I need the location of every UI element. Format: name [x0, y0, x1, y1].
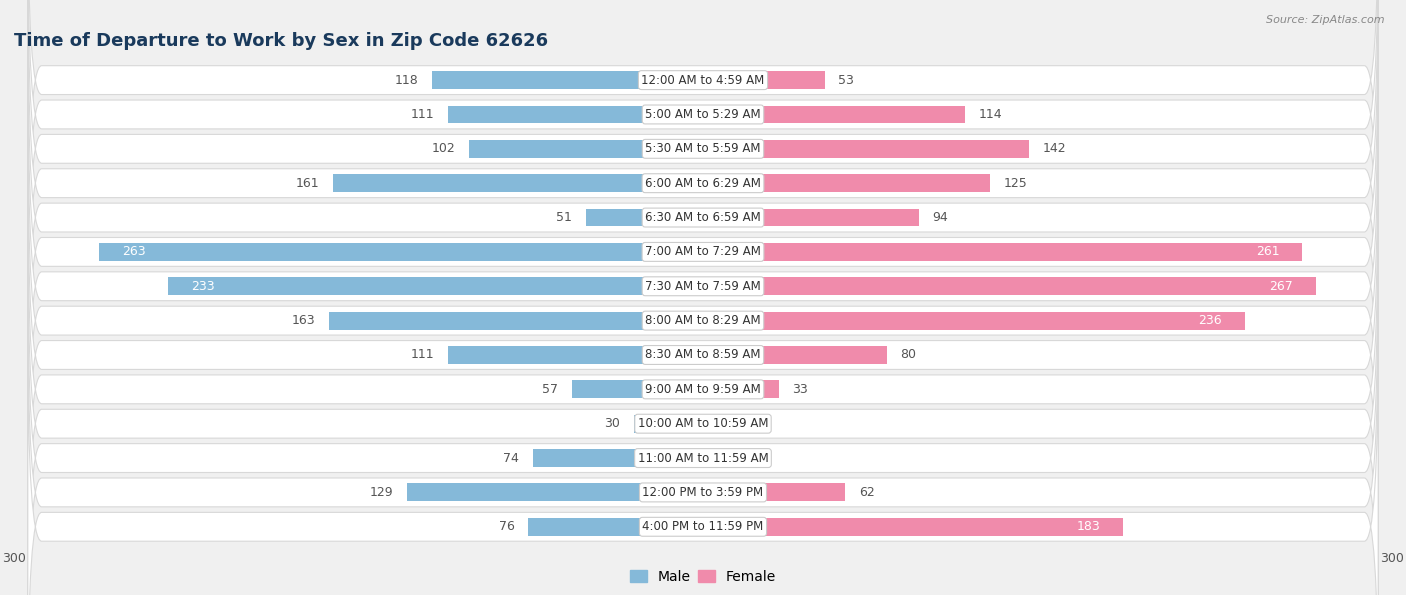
Bar	[703, 105, 965, 123]
Bar	[703, 312, 1244, 330]
Text: 4:00 PM to 11:59 PM: 4:00 PM to 11:59 PM	[643, 520, 763, 533]
Bar	[167, 277, 703, 295]
Text: 125: 125	[1004, 177, 1028, 190]
FancyBboxPatch shape	[28, 163, 1378, 547]
Text: 236: 236	[1198, 314, 1222, 327]
Text: 10:00 AM to 10:59 AM: 10:00 AM to 10:59 AM	[638, 417, 768, 430]
Bar	[703, 518, 1123, 536]
Bar	[703, 415, 710, 433]
Text: 11:00 AM to 11:59 AM: 11:00 AM to 11:59 AM	[638, 452, 768, 465]
FancyBboxPatch shape	[28, 95, 1378, 478]
Bar	[586, 209, 703, 227]
Text: 76: 76	[499, 520, 515, 533]
Text: 111: 111	[411, 349, 434, 362]
FancyBboxPatch shape	[28, 26, 1378, 409]
Text: 111: 111	[411, 108, 434, 121]
Text: 114: 114	[979, 108, 1002, 121]
FancyBboxPatch shape	[28, 300, 1378, 595]
Bar	[703, 71, 825, 89]
Bar	[703, 380, 779, 398]
Bar	[468, 140, 703, 158]
Bar	[529, 518, 703, 536]
Text: Time of Departure to Work by Sex in Zip Code 62626: Time of Departure to Work by Sex in Zip …	[14, 32, 548, 49]
Bar	[449, 105, 703, 123]
Text: 7:30 AM to 7:59 AM: 7:30 AM to 7:59 AM	[645, 280, 761, 293]
Bar	[703, 140, 1029, 158]
Text: 17: 17	[756, 452, 772, 465]
Text: 161: 161	[295, 177, 319, 190]
Legend: Male, Female: Male, Female	[624, 564, 782, 589]
Bar	[703, 277, 1316, 295]
Bar	[703, 209, 920, 227]
Text: 30: 30	[605, 417, 620, 430]
Text: 7:00 AM to 7:29 AM: 7:00 AM to 7:29 AM	[645, 245, 761, 258]
Text: 57: 57	[543, 383, 558, 396]
FancyBboxPatch shape	[28, 129, 1378, 512]
Text: 142: 142	[1043, 142, 1067, 155]
Bar	[703, 174, 990, 192]
Bar	[333, 174, 703, 192]
Bar	[449, 346, 703, 364]
Text: 62: 62	[859, 486, 875, 499]
Text: 6:00 AM to 6:29 AM: 6:00 AM to 6:29 AM	[645, 177, 761, 190]
Bar	[98, 243, 703, 261]
Text: 129: 129	[370, 486, 392, 499]
Text: Source: ZipAtlas.com: Source: ZipAtlas.com	[1267, 15, 1385, 25]
Text: 9:00 AM to 9:59 AM: 9:00 AM to 9:59 AM	[645, 383, 761, 396]
Text: 94: 94	[932, 211, 949, 224]
Bar	[703, 346, 887, 364]
Bar	[703, 484, 845, 502]
FancyBboxPatch shape	[28, 0, 1378, 375]
Bar	[533, 449, 703, 467]
FancyBboxPatch shape	[28, 0, 1378, 340]
Text: 263: 263	[122, 245, 146, 258]
Text: 5:00 AM to 5:29 AM: 5:00 AM to 5:29 AM	[645, 108, 761, 121]
Text: 33: 33	[793, 383, 808, 396]
FancyBboxPatch shape	[28, 198, 1378, 581]
FancyBboxPatch shape	[28, 0, 1378, 306]
Text: 102: 102	[432, 142, 456, 155]
Text: 261: 261	[1256, 245, 1279, 258]
Text: 5:30 AM to 5:59 AM: 5:30 AM to 5:59 AM	[645, 142, 761, 155]
Text: 51: 51	[557, 211, 572, 224]
Bar	[329, 312, 703, 330]
Bar	[634, 415, 703, 433]
Text: 8:00 AM to 8:29 AM: 8:00 AM to 8:29 AM	[645, 314, 761, 327]
FancyBboxPatch shape	[28, 335, 1378, 595]
Bar	[432, 71, 703, 89]
Bar	[703, 449, 742, 467]
Text: 3: 3	[724, 417, 731, 430]
Bar	[572, 380, 703, 398]
Text: 12:00 AM to 4:59 AM: 12:00 AM to 4:59 AM	[641, 74, 765, 87]
Text: 80: 80	[900, 349, 917, 362]
Text: 163: 163	[291, 314, 315, 327]
FancyBboxPatch shape	[28, 0, 1378, 272]
Text: 183: 183	[1077, 520, 1101, 533]
Text: 118: 118	[395, 74, 418, 87]
FancyBboxPatch shape	[28, 60, 1378, 444]
Text: 74: 74	[503, 452, 519, 465]
Bar	[703, 243, 1302, 261]
FancyBboxPatch shape	[28, 267, 1378, 595]
Text: 53: 53	[838, 74, 855, 87]
Text: 8:30 AM to 8:59 AM: 8:30 AM to 8:59 AM	[645, 349, 761, 362]
FancyBboxPatch shape	[28, 232, 1378, 595]
Text: 233: 233	[191, 280, 215, 293]
Bar	[406, 484, 703, 502]
Text: 12:00 PM to 3:59 PM: 12:00 PM to 3:59 PM	[643, 486, 763, 499]
Text: 6:30 AM to 6:59 AM: 6:30 AM to 6:59 AM	[645, 211, 761, 224]
Text: 267: 267	[1270, 280, 1294, 293]
